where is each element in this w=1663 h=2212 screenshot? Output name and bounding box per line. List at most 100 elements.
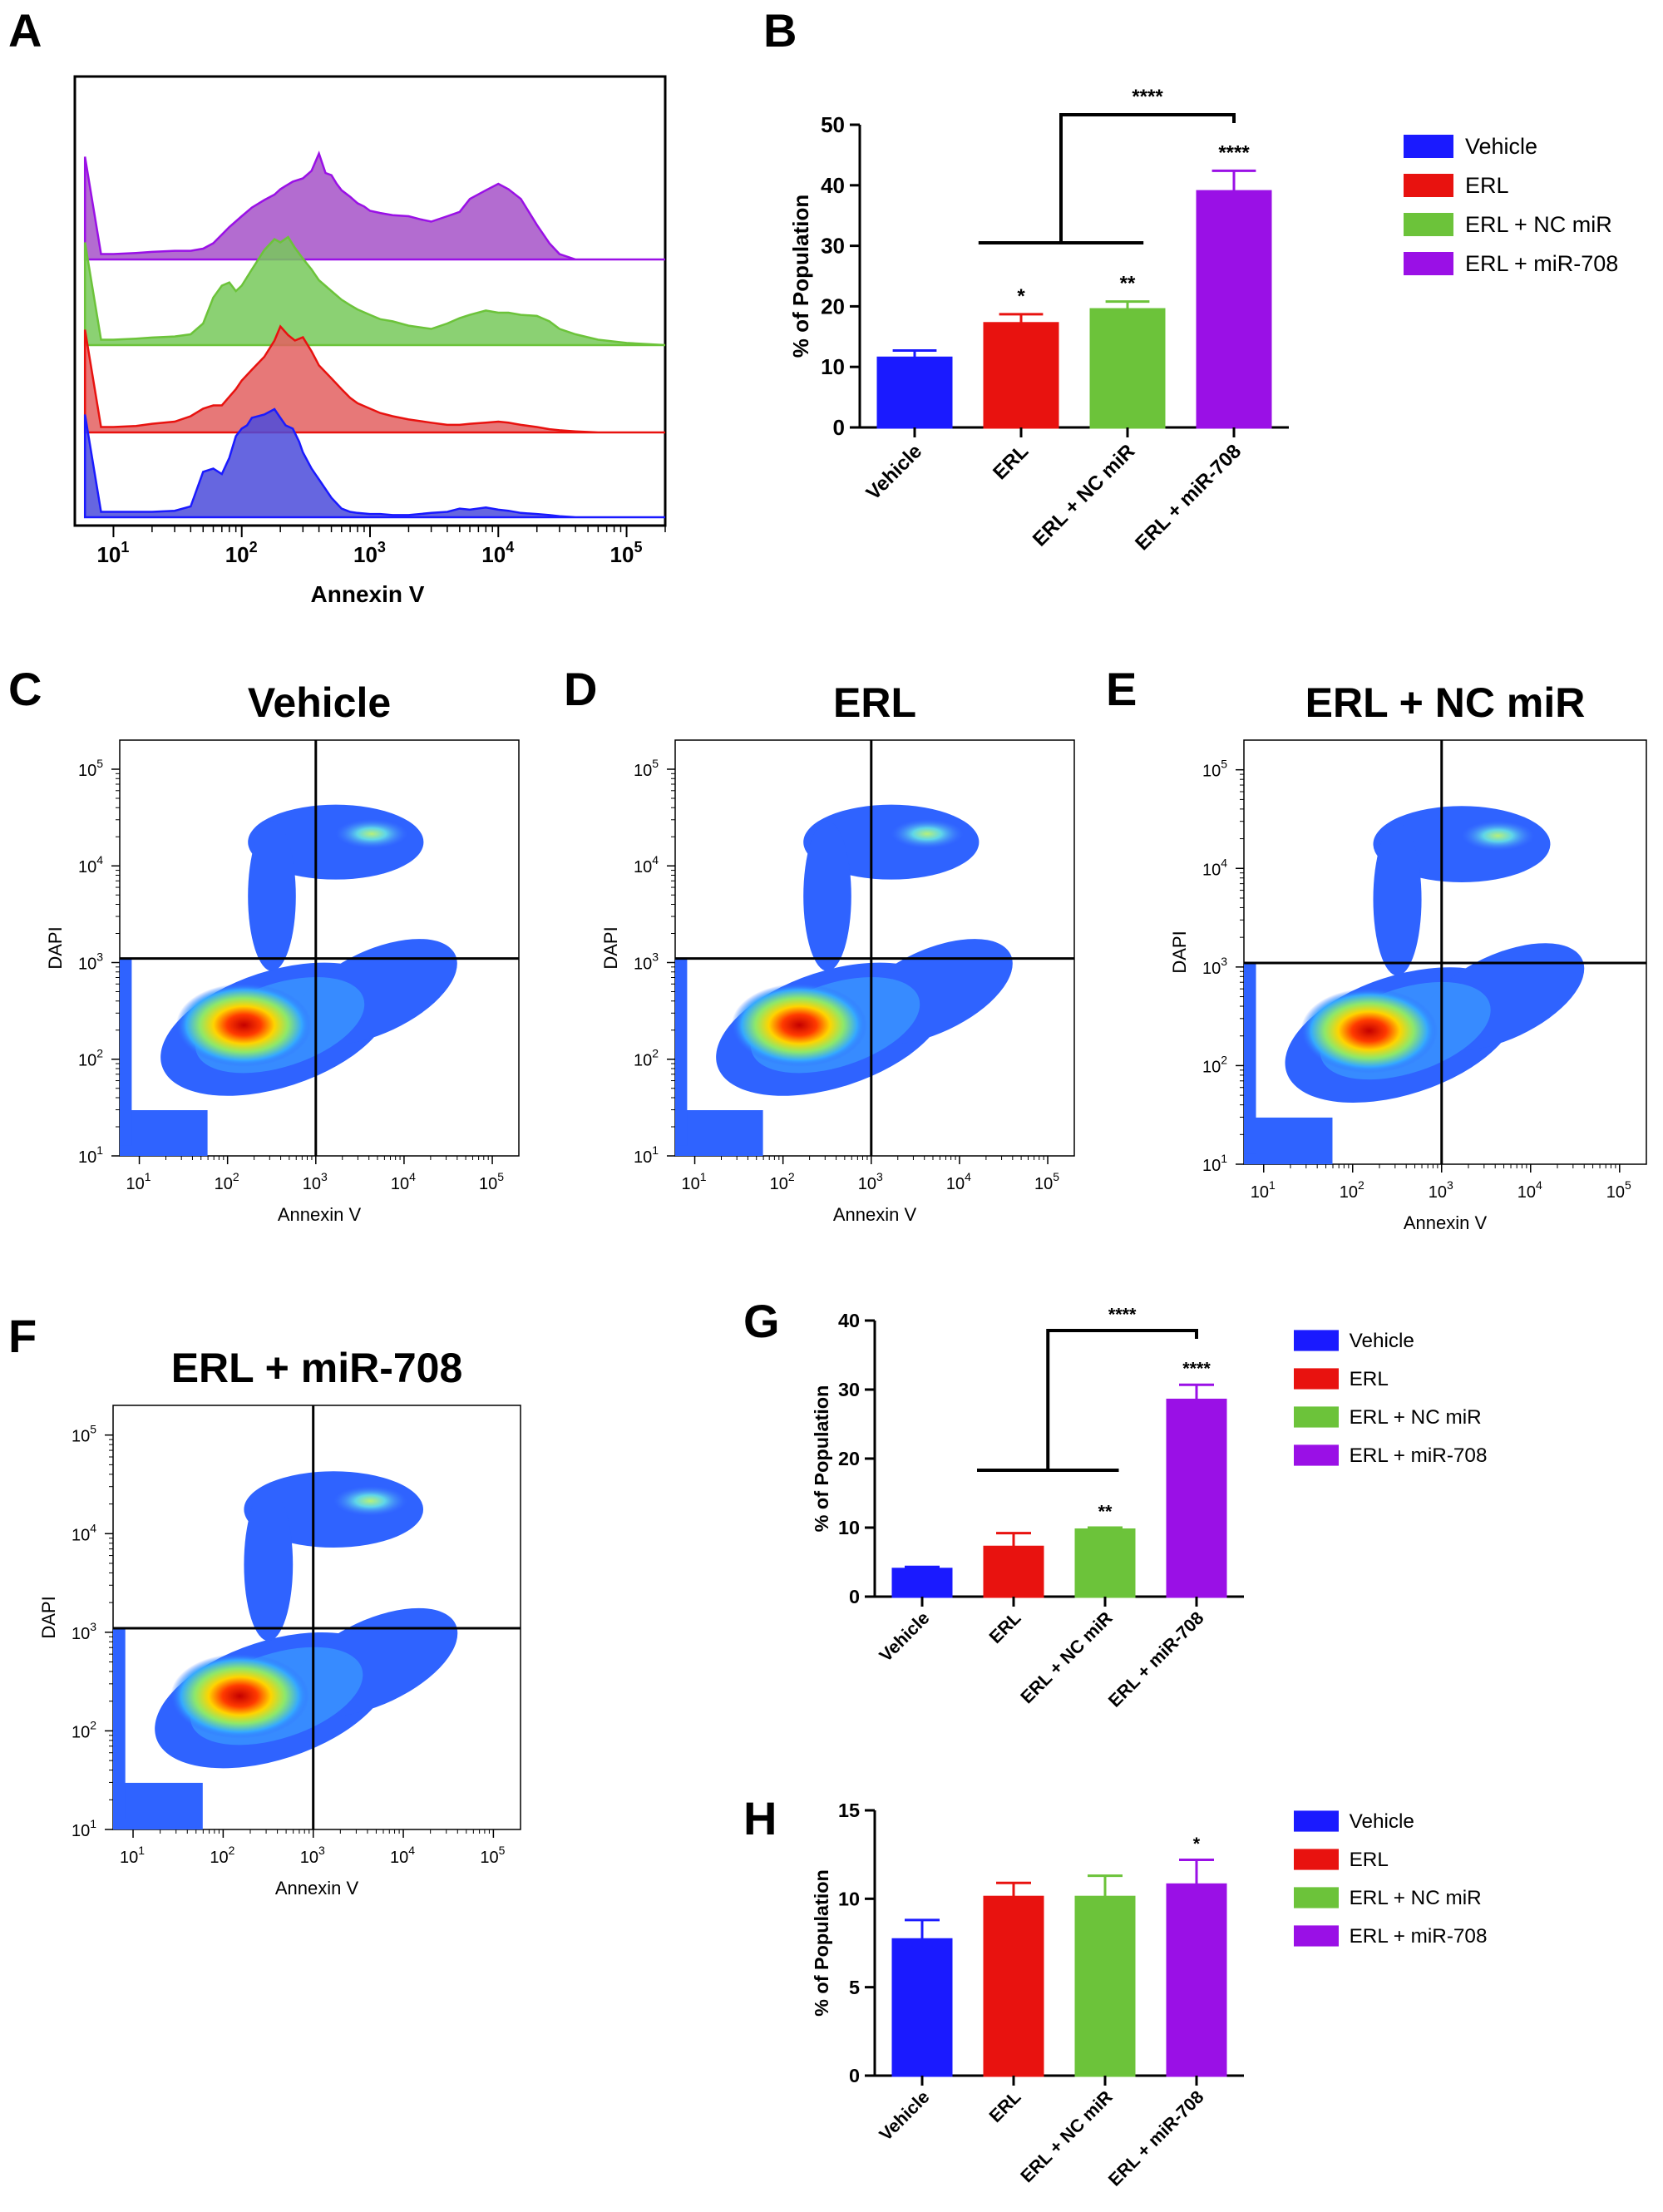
legend-swatch-erl bbox=[1294, 1368, 1339, 1390]
y-tick-label: 105 bbox=[634, 757, 659, 780]
bar-vehicle bbox=[876, 356, 953, 429]
y-tick-label: 30 bbox=[821, 234, 845, 259]
histogram-mir708 bbox=[83, 151, 665, 261]
panel-label-f: F bbox=[8, 1310, 37, 1362]
legend-label: Vehicle bbox=[1350, 1810, 1414, 1833]
legend-label: ERL bbox=[1465, 173, 1509, 198]
y-tick-label: 10 bbox=[821, 354, 845, 379]
x-tick-label: 105 bbox=[1034, 1170, 1059, 1193]
bar-erl bbox=[983, 1895, 1044, 2077]
panel-a-xtick-label: 104 bbox=[481, 539, 514, 567]
legend-label: Vehicle bbox=[1465, 134, 1537, 159]
population-stem bbox=[248, 821, 296, 971]
y-axis-label: % of Population bbox=[811, 1869, 832, 2017]
y-tick-label: 103 bbox=[1202, 955, 1227, 978]
x-tick-label: 104 bbox=[1517, 1178, 1542, 1202]
density-plot-title: Vehicle bbox=[248, 679, 391, 726]
population-stem bbox=[244, 1488, 294, 1642]
population-axis-edge bbox=[675, 958, 688, 1146]
x-tick-label: ERL + NC miR bbox=[1016, 2086, 1117, 2187]
y-tick-label: 30 bbox=[838, 1379, 860, 1400]
legend-label: ERL + miR-708 bbox=[1350, 1444, 1488, 1467]
y-tick-label: 101 bbox=[78, 1143, 103, 1167]
x-tick-label: 102 bbox=[210, 1844, 234, 1867]
legend-label: ERL + miR-708 bbox=[1350, 1925, 1488, 1948]
density-plot-title: ERL + NC miR bbox=[1305, 679, 1586, 726]
x-tick-label: ERL + NC miR bbox=[1029, 440, 1139, 551]
y-tick-label: 105 bbox=[78, 757, 103, 780]
panel-label-e: E bbox=[1106, 663, 1137, 715]
x-tick-label: ERL + miR-708 bbox=[1104, 2086, 1208, 2190]
legend-swatch-nc bbox=[1404, 213, 1453, 236]
y-tick-label: 104 bbox=[634, 853, 659, 876]
panel-a-frame bbox=[73, 75, 667, 527]
hotspot-late-apoptotic bbox=[335, 819, 408, 849]
y-tick-label: 101 bbox=[72, 1817, 96, 1840]
x-tick-label: ERL + miR-708 bbox=[1131, 440, 1246, 555]
hotspot-late-apoptotic bbox=[1461, 821, 1535, 851]
panel-a-xtick-label: 101 bbox=[96, 539, 129, 567]
density-xlabel: Annexin V bbox=[833, 1204, 917, 1225]
y-tick-label: 10 bbox=[838, 1888, 860, 1909]
legend-swatch-nc bbox=[1294, 1406, 1339, 1428]
legend-label: ERL bbox=[1350, 1368, 1389, 1390]
significance-mark: **** bbox=[1182, 1358, 1211, 1379]
y-tick-label: 102 bbox=[72, 1718, 96, 1741]
density-plot-frame bbox=[119, 739, 520, 1157]
significance-mark: ** bbox=[1120, 273, 1136, 295]
panel-a-xtick-label: 102 bbox=[225, 539, 258, 567]
comparison-label: **** bbox=[1108, 1303, 1137, 1324]
bar-erl bbox=[983, 1545, 1044, 1598]
bar-erl bbox=[983, 322, 1059, 429]
hotspot-live bbox=[170, 1653, 309, 1739]
density-xlabel: Annexin V bbox=[275, 1878, 359, 1898]
y-tick-label: 0 bbox=[849, 2065, 860, 2086]
population-axis-edge bbox=[120, 958, 132, 1146]
legend-label: ERL + miR-708 bbox=[1465, 251, 1618, 276]
panel-label-g: G bbox=[743, 1295, 780, 1347]
comparison-label: **** bbox=[1132, 86, 1163, 108]
y-tick-label: 10 bbox=[838, 1517, 860, 1538]
legend-swatch-vehicle bbox=[1294, 1330, 1339, 1351]
y-tick-label: 105 bbox=[72, 1423, 96, 1446]
x-tick-label: 101 bbox=[126, 1170, 151, 1193]
y-tick-label: 0 bbox=[849, 1586, 860, 1607]
y-tick-label: 102 bbox=[78, 1047, 103, 1070]
x-tick-label: 102 bbox=[770, 1170, 795, 1193]
bar-nc bbox=[1089, 308, 1166, 429]
y-tick-label: 102 bbox=[1202, 1053, 1227, 1076]
panel-label-d: D bbox=[564, 663, 597, 715]
hotspot-live bbox=[1300, 988, 1438, 1074]
bar-mir708 bbox=[1166, 1398, 1227, 1598]
bar-mir708 bbox=[1166, 1883, 1227, 2077]
x-tick-label: 105 bbox=[480, 1844, 505, 1867]
legend-label: ERL + NC miR bbox=[1465, 212, 1612, 237]
y-tick-label: 102 bbox=[634, 1047, 659, 1070]
x-tick-label: 105 bbox=[1606, 1178, 1631, 1202]
legend-swatch-mir708 bbox=[1404, 252, 1453, 275]
y-tick-label: 5 bbox=[849, 1977, 860, 1998]
x-tick-label: 101 bbox=[682, 1170, 707, 1193]
x-tick-label: 103 bbox=[300, 1844, 325, 1867]
significance-mark: * bbox=[1017, 285, 1025, 308]
x-tick-label: ERL bbox=[984, 1607, 1024, 1647]
y-tick-label: 15 bbox=[838, 1800, 860, 1821]
x-tick-label: 103 bbox=[303, 1170, 328, 1193]
x-tick-label: Vehicle bbox=[875, 2086, 933, 2145]
legend-label: ERL bbox=[1350, 1849, 1389, 1871]
x-tick-label: 102 bbox=[1340, 1178, 1364, 1202]
density-plot-title: ERL + miR-708 bbox=[171, 1345, 463, 1391]
bar-mir708 bbox=[1196, 190, 1272, 429]
population-axis-edge bbox=[1244, 962, 1256, 1154]
y-axis-label: % of Population bbox=[811, 1385, 832, 1533]
population-debris bbox=[120, 1110, 208, 1156]
significance-mark: **** bbox=[1218, 141, 1250, 164]
x-tick-label: 104 bbox=[390, 1844, 415, 1867]
panel-label-h: H bbox=[743, 1792, 777, 1844]
legend-swatch-vehicle bbox=[1404, 135, 1453, 158]
density-ylabel: DAPI bbox=[1169, 931, 1190, 973]
y-tick-label: 104 bbox=[78, 853, 103, 876]
histogram-nc bbox=[83, 235, 666, 347]
y-tick-label: 103 bbox=[72, 1620, 96, 1643]
x-tick-label: 103 bbox=[1429, 1178, 1453, 1202]
